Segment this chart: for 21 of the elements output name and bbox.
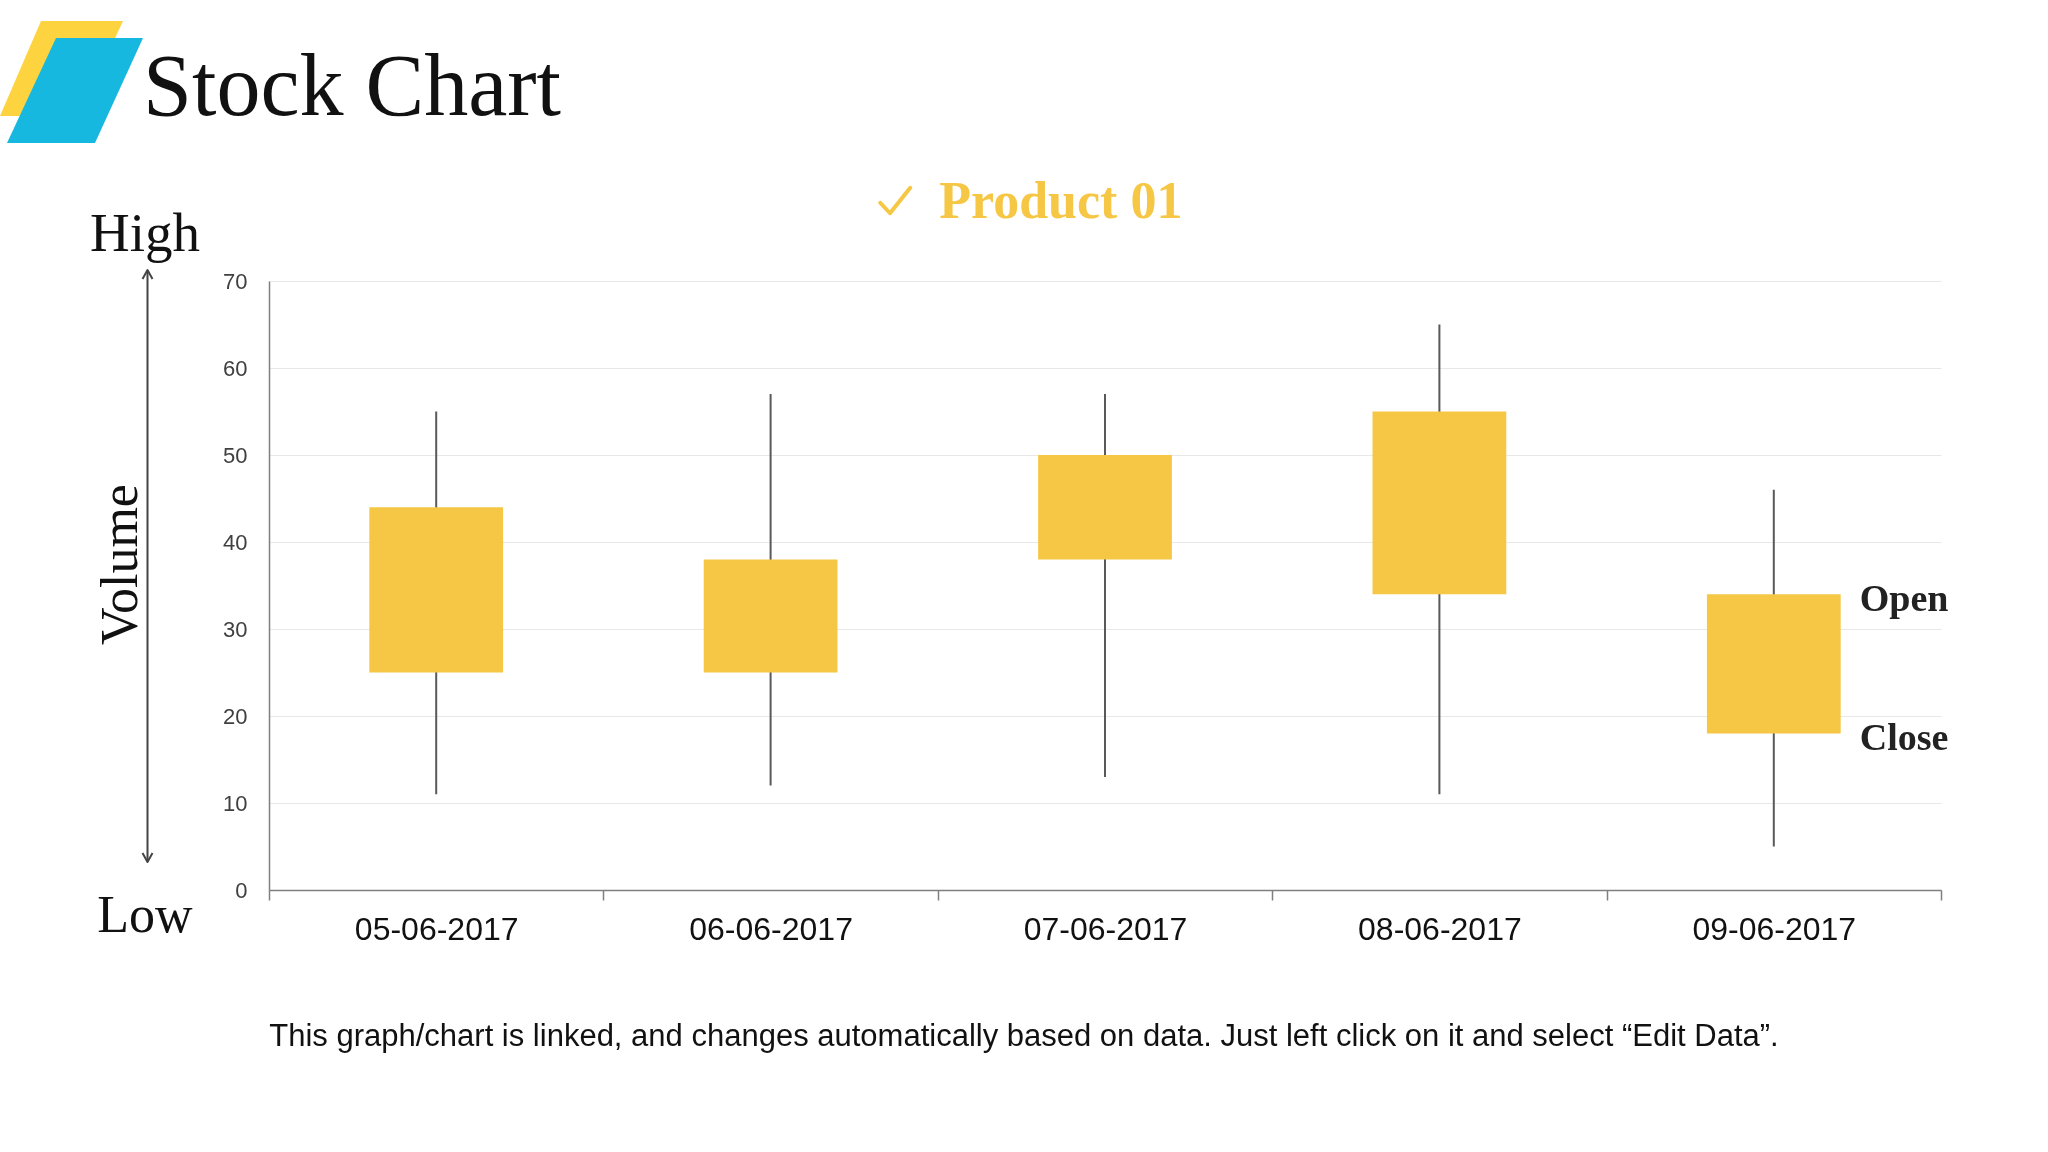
text: This graph/chart is linked, and changes automatically based on data. Just left click on it and select “Edit Data”.: [268, 1018, 1780, 1053]
x-tick-label: 08-06-2017: [1358, 910, 1522, 947]
y-tick-label: 20: [223, 703, 248, 729]
x-tick-label: 05-06-2017: [354, 910, 519, 947]
legend-label: Product 01: [939, 172, 1183, 229]
annotation: Open: [1859, 577, 1949, 620]
y-tick-label: 30: [223, 616, 248, 642]
y-tick-label: 40: [223, 529, 248, 555]
text: High: [89, 202, 201, 263]
x-tick-label: 07-06-2017: [1023, 910, 1188, 947]
text: Low: [96, 886, 194, 943]
x-tick-label: 06-06-2017: [689, 910, 853, 947]
y-tick-label: 60: [223, 355, 248, 381]
y-tick-label: 70: [223, 268, 248, 294]
y-axis-title: Volume: [90, 484, 148, 645]
y-tick-label: 50: [223, 442, 248, 468]
x-tick-label: 09-06-2017: [1692, 910, 1857, 947]
chart-title: Stock Chart: [143, 37, 561, 134]
annotation: Close: [1859, 716, 1949, 759]
y-tick-label: 0: [235, 877, 248, 903]
y-tick-label: 10: [223, 790, 248, 816]
